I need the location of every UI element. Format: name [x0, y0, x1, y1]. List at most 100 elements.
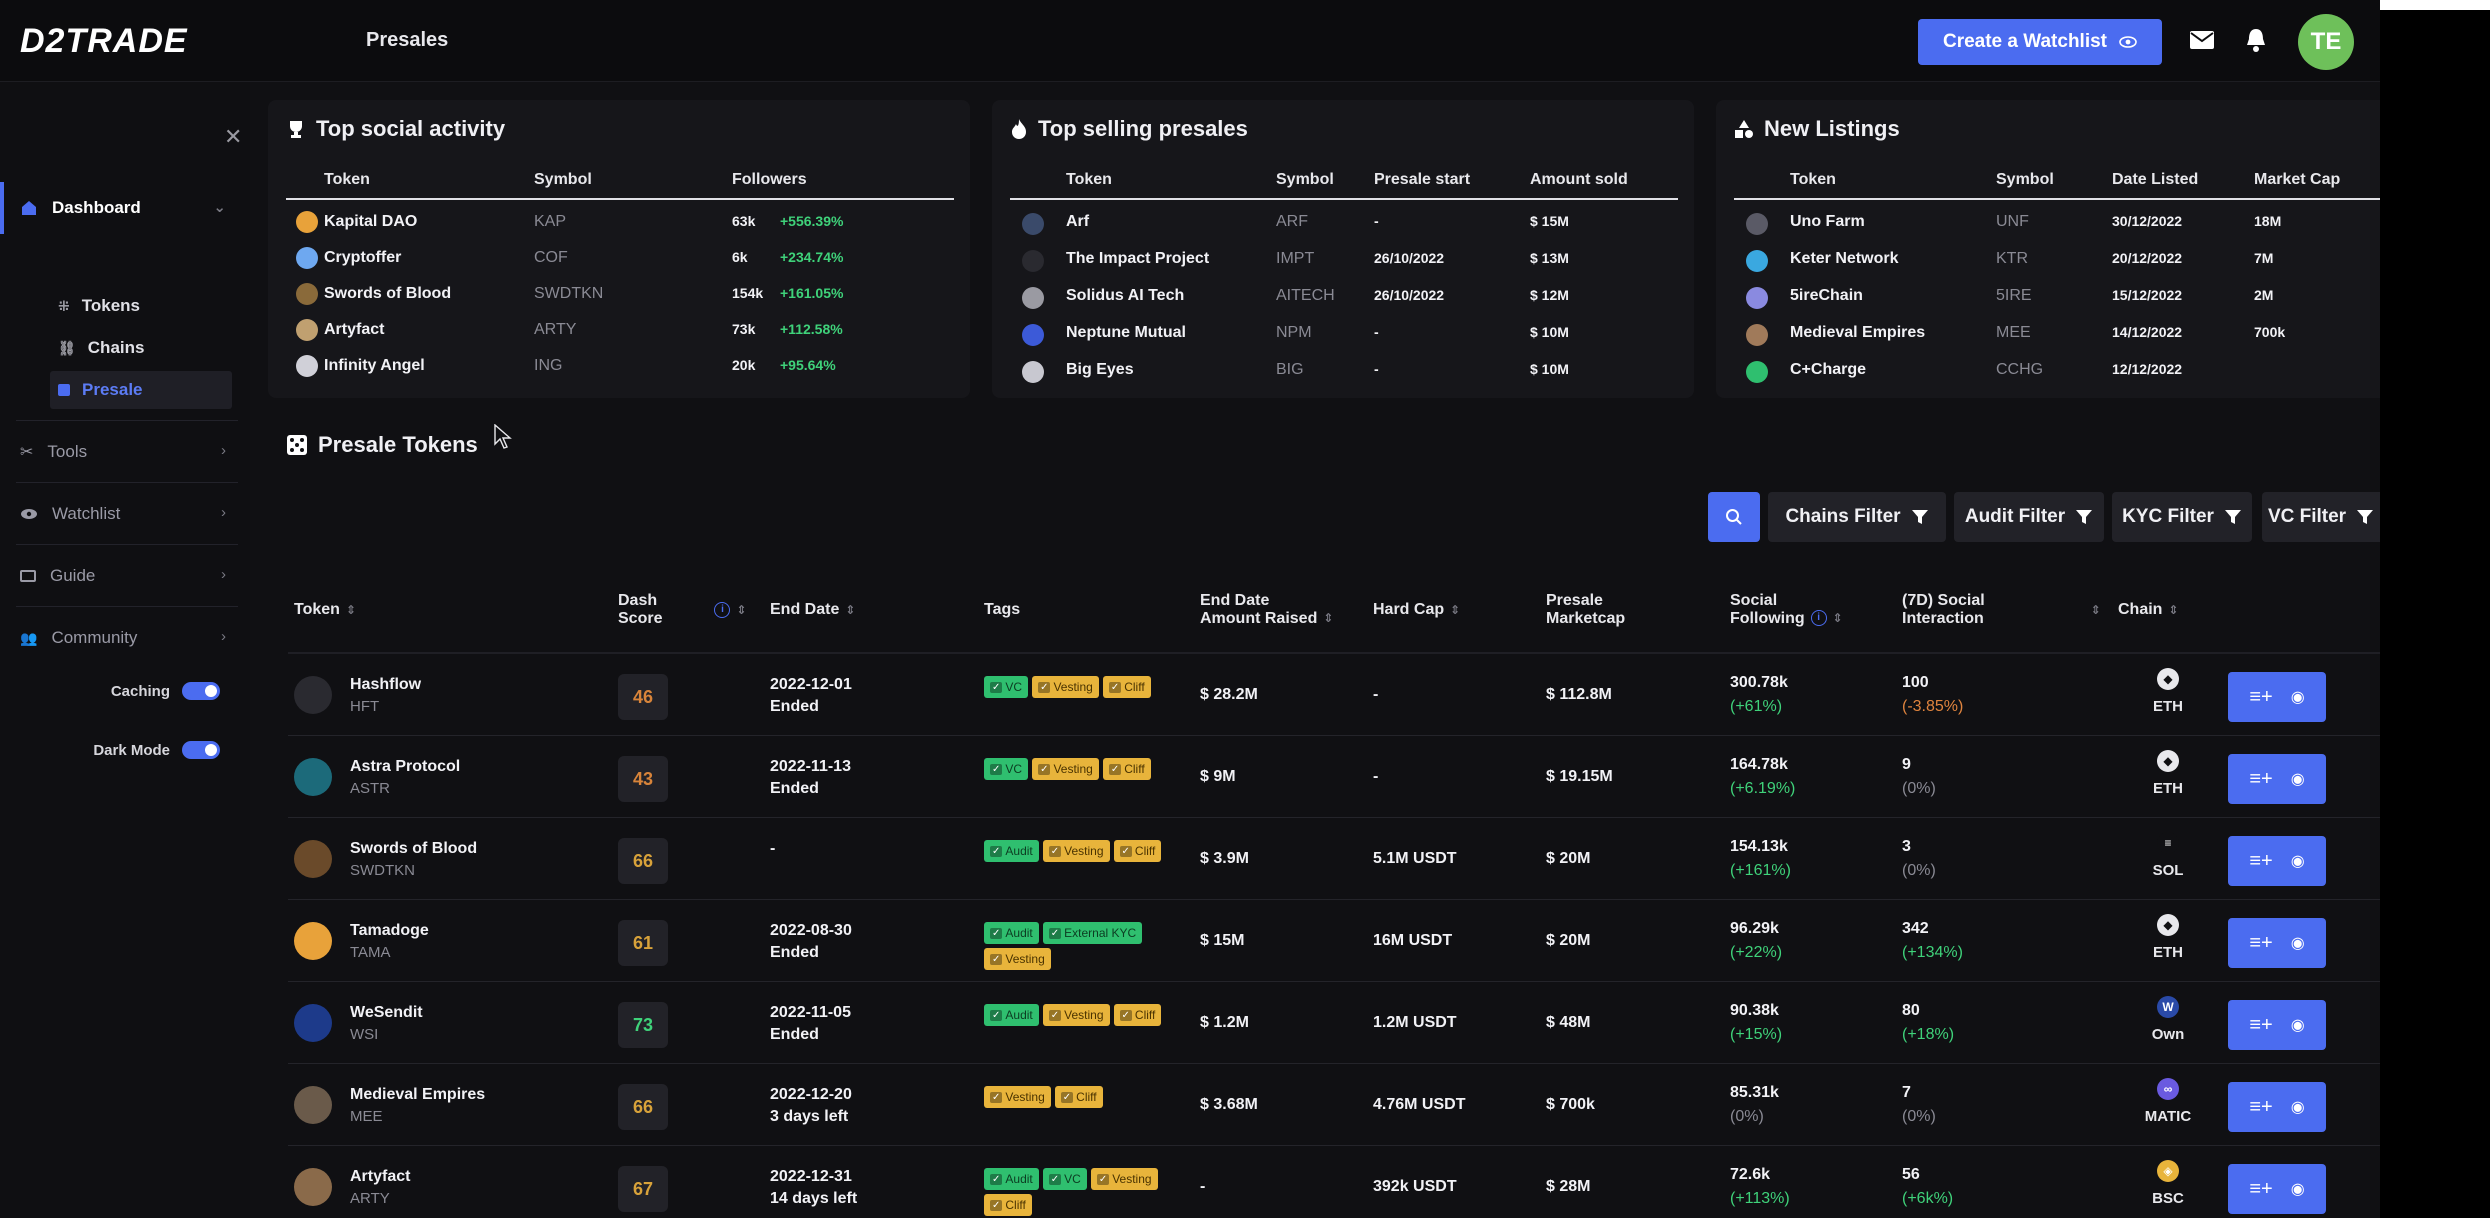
presale-row[interactable]: Hashflow HFT 46 2022-12-01 Ended VCVestingCli…: [288, 654, 2380, 736]
listing-row[interactable]: 5ireChain 5IRE 15/12/2022 2M: [1734, 278, 2380, 314]
token-cell[interactable]: Hashflow HFT: [350, 676, 421, 715]
col-header-social-following[interactable]: Social Following i ⇕: [1730, 570, 1843, 650]
caching-toggle[interactable]: [182, 682, 220, 700]
followers-change: +161.05%: [780, 285, 844, 301]
token-symbol: NPM: [1276, 324, 1312, 341]
presale-row[interactable]: Tamadoge TAMA 61 2022-08-30 Ended AuditExtern…: [288, 900, 2380, 982]
token-cell[interactable]: Artyfact ARTY: [350, 1168, 410, 1207]
logo[interactable]: D2TRADE: [20, 22, 188, 60]
chain-logo-icon: ◈: [2157, 1160, 2179, 1182]
end-date: 2022-12-31: [770, 1168, 852, 1185]
col-header-hard-cap[interactable]: Hard Cap ⇕: [1373, 570, 1460, 650]
selling-row[interactable]: The Impact Project IMPT 26/10/2022 $ 13M: [1010, 241, 1678, 277]
col-header-amount-raised[interactable]: End Date Amount Raised ⇕: [1200, 570, 1333, 650]
sidebar-item-guide[interactable]: Guide ›: [0, 550, 240, 602]
sidebar-item-chains[interactable]: ⛓ Chains: [50, 329, 232, 367]
social-interaction-cell: 7 (0%): [1902, 1084, 1936, 1126]
followers-change: +556.39%: [780, 213, 844, 229]
social-row[interactable]: Swords of Blood SWDTKN 154k +161.05%: [286, 276, 954, 312]
end-date-cell: -: [770, 840, 775, 862]
selling-row[interactable]: Arf ARF - $ 15M: [1010, 204, 1678, 240]
add-to-watchlist-button[interactable]: ≡+ ◉: [2228, 1164, 2326, 1214]
social-interaction-change: (0%): [1902, 1108, 1936, 1125]
chains-filter-button[interactable]: Chains Filter: [1768, 492, 1946, 542]
mini-table-header: Token Symbol Presale start Amount sold: [1010, 162, 1678, 200]
dark-mode-toggle[interactable]: [182, 741, 220, 759]
listing-row[interactable]: Keter Network KTR 20/12/2022 7M: [1734, 241, 2380, 277]
user-avatar[interactable]: TE: [2298, 14, 2354, 70]
listing-row[interactable]: Uno Farm UNF 30/12/2022 18M: [1734, 204, 2380, 240]
col-header-dash-score[interactable]: Dash Score i ⇕: [618, 570, 747, 650]
token-cell[interactable]: Swords of Blood SWDTKN: [350, 840, 477, 879]
sidebar-item-dashboard[interactable]: Dashboard ⌄: [0, 182, 240, 234]
info-icon[interactable]: i: [1810, 610, 1827, 626]
vc-filter-button[interactable]: VC Filter: [2262, 492, 2380, 542]
presale-icon: [58, 384, 70, 396]
add-to-watchlist-button[interactable]: ≡+ ◉: [2228, 918, 2326, 968]
bell-icon[interactable]: [2240, 24, 2272, 56]
close-icon[interactable]: ✕: [224, 124, 243, 149]
add-to-watchlist-button[interactable]: ≡+ ◉: [2228, 1000, 2326, 1050]
sidebar-item-tools[interactable]: ✂ Tools ›: [0, 426, 240, 478]
sidebar-item-presale[interactable]: Presale: [50, 371, 232, 409]
sidebar-item-community[interactable]: 👥 Community ›: [0, 612, 240, 664]
mail-icon[interactable]: [2186, 24, 2218, 56]
add-to-watchlist-button[interactable]: ≡+ ◉: [2228, 1082, 2326, 1132]
selling-row[interactable]: Neptune Mutual NPM - $ 10M: [1010, 315, 1678, 351]
create-watchlist-button[interactable]: Create a Watchlist: [1918, 19, 2162, 65]
col-header-social-interaction[interactable]: (7D) Social Interaction ⇕: [1902, 570, 2101, 650]
social-row[interactable]: Cryptoffer COF 6k +234.74%: [286, 240, 954, 276]
eye-icon: ◉: [2290, 1181, 2305, 1198]
token-name: 5ireChain: [1790, 287, 1863, 304]
token-cell[interactable]: Medieval Empires MEE: [350, 1086, 485, 1125]
social-row[interactable]: Infinity Angel ING 20k +95.64%: [286, 348, 954, 384]
sidebar-item-tokens[interactable]: ⁜ Tokens: [50, 287, 232, 325]
sidebar: ✕ Dashboard ⌄ ⁜ Tokens ⛓ Chains Presale …: [0, 82, 250, 1218]
social-row[interactable]: Artyfact ARTY 73k +112.58%: [286, 312, 954, 348]
sidebar-item-label: Tools: [47, 442, 88, 461]
kyc-filter-button[interactable]: KYC Filter: [2112, 492, 2252, 542]
hard-cap: 5.1M USDT: [1373, 850, 1457, 867]
tokens-icon: ⁜: [58, 297, 70, 314]
col-header-presale-marketcap[interactable]: Presale Marketcap: [1546, 570, 1625, 650]
audit-filter-button[interactable]: Audit Filter: [1954, 492, 2104, 542]
tag-badge: VC: [984, 676, 1029, 698]
presale-row[interactable]: WeSendit WSI 73 2022-11-05 Ended AuditVesting…: [288, 982, 2380, 1064]
dash-score-badge: 66: [618, 1084, 668, 1130]
listing-row[interactable]: Medieval Empires MEE 14/12/2022 700k: [1734, 315, 2380, 351]
presale-status: Ended: [770, 944, 819, 961]
dash-score-badge: 73: [618, 1002, 668, 1048]
sidebar-divider: [16, 420, 238, 421]
add-to-watchlist-button[interactable]: ≡+ ◉: [2228, 754, 2326, 804]
listing-row[interactable]: C+Charge CCHG 12/12/2022: [1734, 352, 2380, 388]
presale-row[interactable]: Medieval Empires MEE 66 2022-12-20 3 days le…: [288, 1064, 2380, 1146]
col-header-line: Social: [1730, 592, 1778, 609]
col-header-token[interactable]: Token ⇕: [294, 570, 356, 650]
token-cell[interactable]: Astra Protocol ASTR: [350, 758, 460, 797]
add-to-watchlist-button[interactable]: ≡+ ◉: [2228, 836, 2326, 886]
tags-cell: VestingCliff: [984, 1086, 1184, 1108]
token-logo-icon: [294, 1004, 332, 1042]
token-logo-icon: [1022, 324, 1044, 346]
info-icon[interactable]: i: [714, 602, 731, 618]
presale-row[interactable]: Artyfact ARTY 67 2022-12-31 14 days left Audi…: [288, 1146, 2380, 1218]
selling-row[interactable]: Big Eyes BIG - $ 10M: [1010, 352, 1678, 388]
token-cell[interactable]: WeSendit WSI: [350, 1004, 423, 1043]
col-header-label: End Date Amount Raised: [1200, 592, 1317, 628]
followers-change: +95.64%: [780, 357, 836, 373]
token-cell[interactable]: Tamadoge TAMA: [350, 922, 429, 961]
token-name: Medieval Empires: [1790, 324, 1926, 341]
tag-badge: Audit: [984, 1168, 1039, 1190]
presale-row[interactable]: Swords of Blood SWDTKN 66 - AuditVestingClif…: [288, 818, 2380, 900]
presale-row[interactable]: Astra Protocol ASTR 43 2022-11-13 Ended VCVes…: [288, 736, 2380, 818]
selling-row[interactable]: Solidus AI Tech AITECH 26/10/2022 $ 12M: [1010, 278, 1678, 314]
sidebar-item-watchlist[interactable]: Watchlist ›: [0, 488, 240, 540]
search-button[interactable]: [1708, 492, 1760, 542]
social-following: 96.29k: [1730, 920, 1779, 937]
col-header-chain[interactable]: Chain ⇕: [2118, 570, 2179, 650]
add-to-watchlist-button[interactable]: ≡+ ◉: [2228, 672, 2326, 722]
social-interaction-change: (+134%): [1902, 944, 1963, 961]
presale-marketcap: $ 700k: [1546, 1096, 1595, 1113]
social-row[interactable]: Kapital DAO KAP 63k +556.39%: [286, 204, 954, 240]
col-header-end-date[interactable]: End Date ⇕: [770, 570, 855, 650]
